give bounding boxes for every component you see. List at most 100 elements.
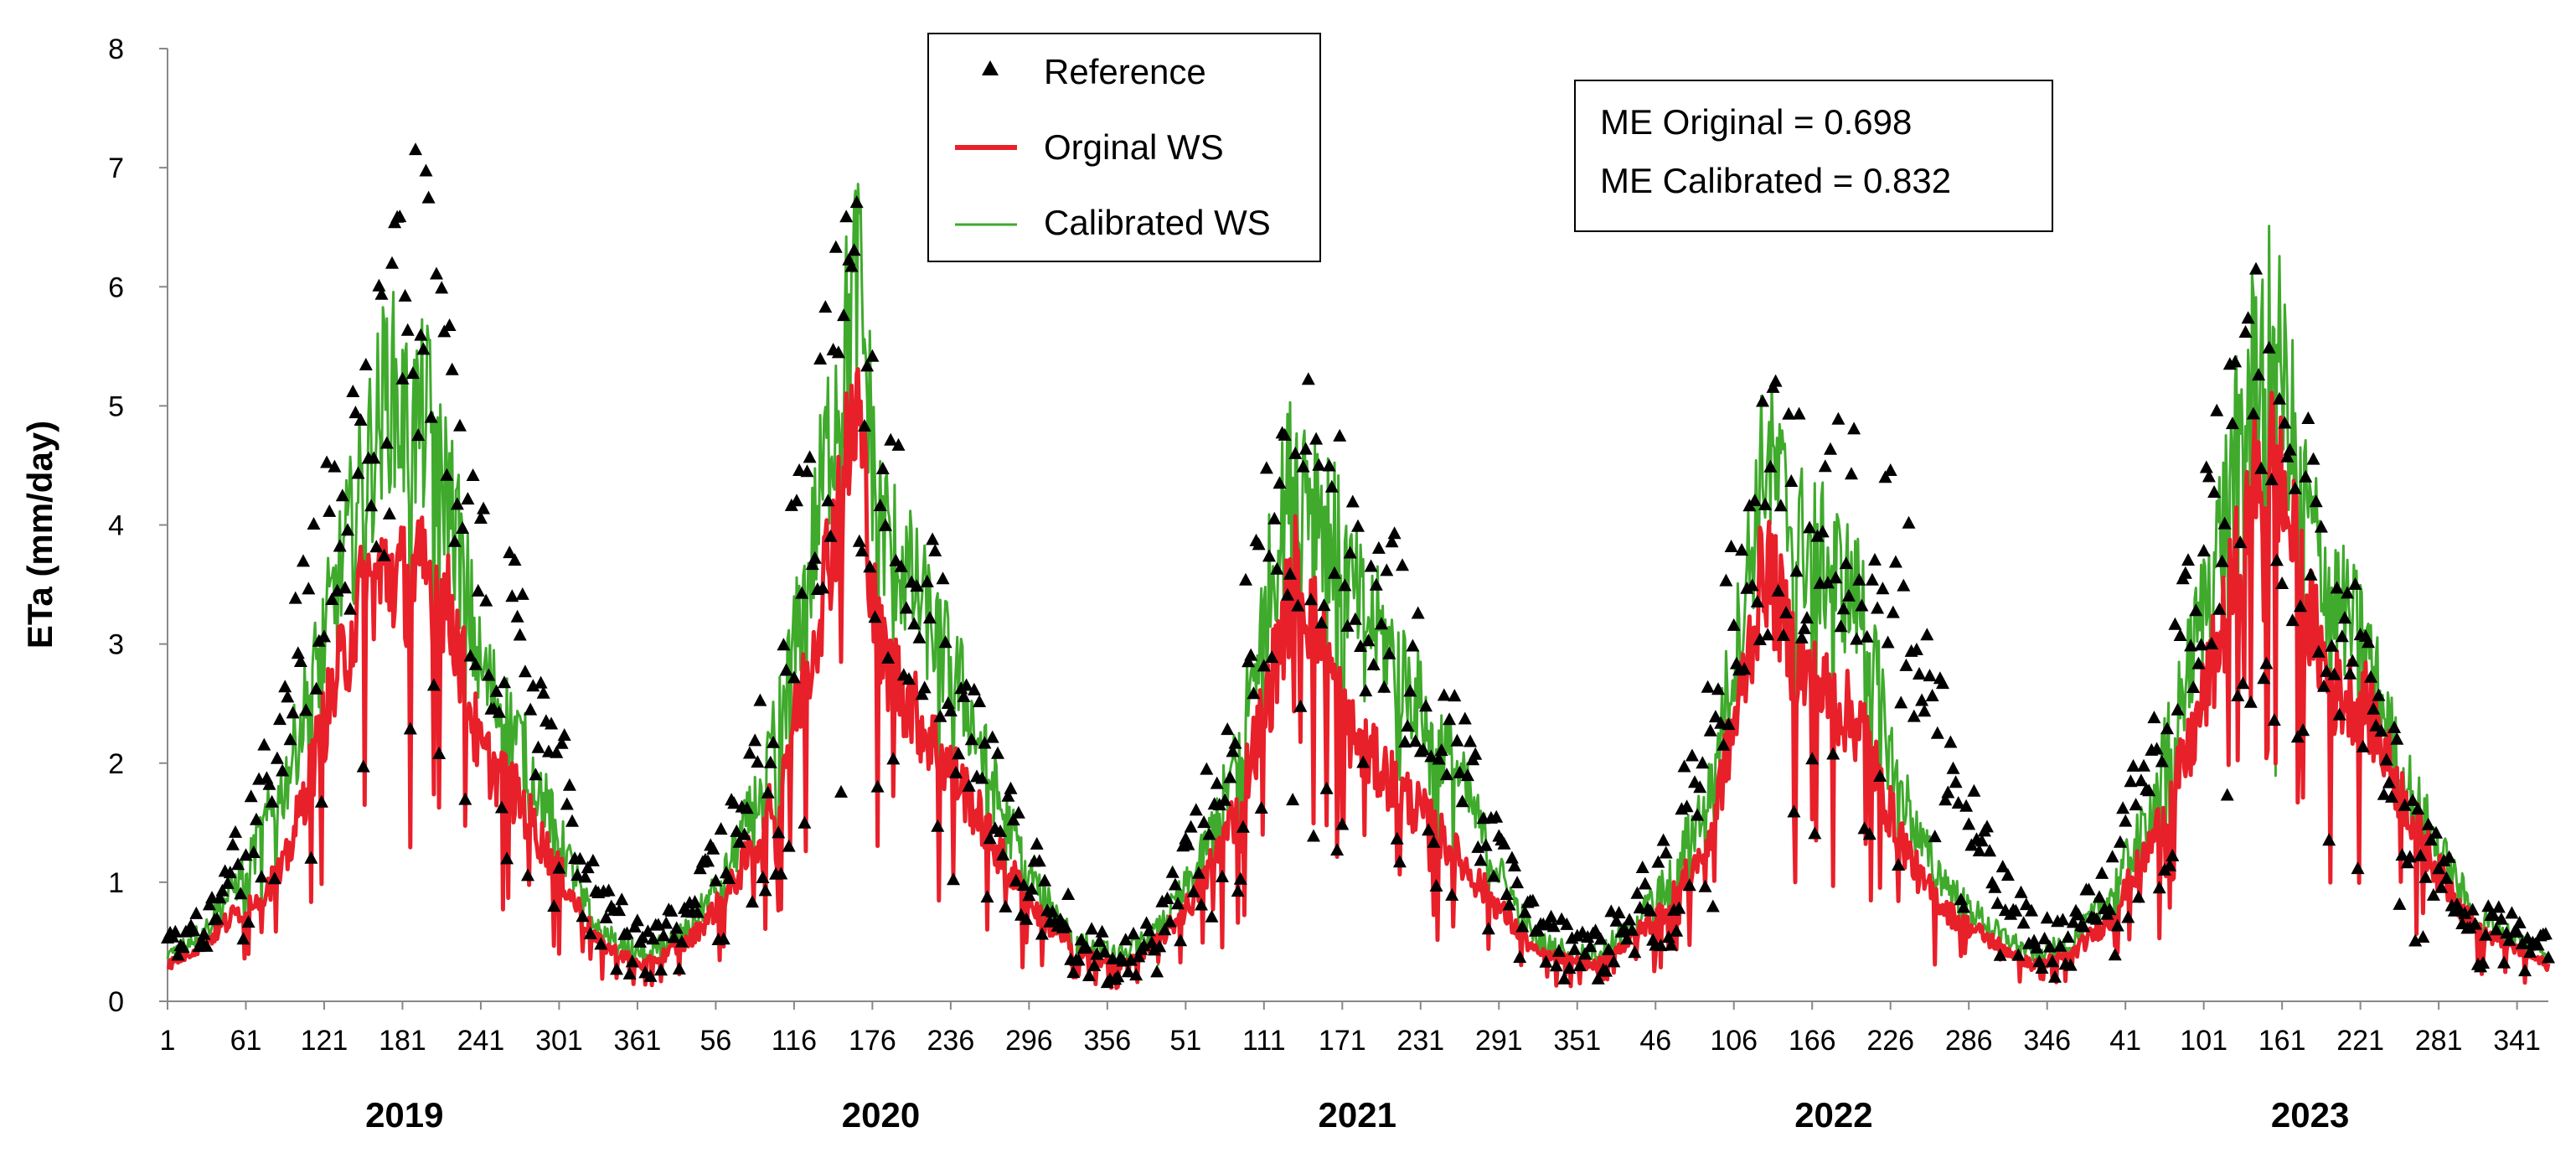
year-label: 2020 bbox=[842, 1095, 920, 1135]
reference-point bbox=[1972, 844, 1986, 856]
reference-point bbox=[1714, 716, 1728, 729]
reference-point bbox=[518, 664, 532, 678]
reference-point bbox=[1691, 808, 1705, 821]
reference-point bbox=[1708, 710, 1722, 723]
reference-point bbox=[1448, 689, 1462, 702]
reference-point bbox=[1913, 667, 1926, 680]
reference-point bbox=[818, 300, 833, 313]
reference-point bbox=[2518, 964, 2532, 977]
reference-point bbox=[2160, 721, 2174, 735]
reference-point bbox=[473, 511, 488, 524]
reference-point bbox=[547, 899, 561, 912]
y-ticks: 0 1 2 3 4 5 6 7 8 bbox=[108, 34, 168, 1018]
reference-point bbox=[1852, 572, 1866, 586]
reference-point bbox=[2212, 602, 2227, 615]
reference-point bbox=[1515, 919, 1530, 933]
reference-point bbox=[740, 801, 754, 814]
reference-point bbox=[643, 969, 658, 982]
reference-point bbox=[1651, 855, 1665, 868]
reference-point bbox=[1286, 793, 1300, 806]
reference-point bbox=[1424, 749, 1438, 763]
reference-point bbox=[2207, 485, 2222, 498]
reference-point bbox=[2332, 707, 2346, 721]
reference-point bbox=[1396, 558, 1409, 571]
reference-point bbox=[1061, 887, 1076, 900]
reference-series bbox=[161, 142, 2555, 989]
reference-point bbox=[1168, 877, 1182, 891]
reference-point bbox=[1656, 833, 1670, 846]
x-tick-label: 231 bbox=[1396, 1025, 1444, 1057]
reference-point bbox=[1382, 646, 1396, 659]
reference-point bbox=[244, 789, 258, 803]
reference-point bbox=[879, 518, 892, 531]
reference-point bbox=[1572, 959, 1587, 972]
reference-point bbox=[1894, 695, 1908, 709]
reference-point bbox=[534, 675, 548, 689]
reference-point bbox=[1216, 869, 1229, 882]
reference-point bbox=[610, 962, 623, 975]
reference-point bbox=[1403, 684, 1417, 697]
reference-point bbox=[693, 861, 707, 875]
reference-point bbox=[288, 591, 302, 604]
reference-point bbox=[641, 924, 655, 938]
reference-point bbox=[241, 915, 256, 928]
reference-point bbox=[664, 903, 679, 917]
x-tick-label: 106 bbox=[1710, 1025, 1758, 1057]
reference-point bbox=[1171, 897, 1185, 910]
reference-point bbox=[1993, 948, 2007, 961]
reference-point bbox=[2181, 553, 2195, 566]
reference-point bbox=[267, 871, 281, 885]
reference-point bbox=[1750, 594, 1764, 607]
reference-point bbox=[1380, 563, 1394, 576]
reference-point bbox=[964, 732, 978, 746]
reference-point bbox=[1408, 734, 1422, 747]
reference-point bbox=[505, 589, 519, 602]
reference-point bbox=[2269, 553, 2284, 566]
reference-point bbox=[907, 617, 921, 630]
reference-point bbox=[2406, 793, 2419, 806]
reference-point bbox=[763, 755, 777, 768]
reference-point bbox=[1314, 616, 1329, 628]
reference-point bbox=[2113, 835, 2127, 848]
reference-point bbox=[2173, 628, 2187, 641]
reference-point bbox=[2304, 567, 2318, 581]
reference-point bbox=[398, 288, 412, 302]
reference-point bbox=[957, 689, 971, 702]
reference-point bbox=[2025, 903, 2038, 917]
reference-point bbox=[435, 281, 449, 294]
reference-point bbox=[1897, 578, 1911, 592]
reference-point bbox=[2413, 848, 2428, 861]
legend-original-label: Orginal WS bbox=[1044, 127, 1224, 167]
reference-point bbox=[714, 822, 728, 835]
reference-point bbox=[215, 883, 230, 897]
reference-point bbox=[1324, 479, 1339, 493]
reference-point bbox=[2486, 908, 2501, 921]
reference-point bbox=[2220, 788, 2234, 801]
reference-point bbox=[2351, 861, 2365, 875]
reference-point bbox=[1815, 525, 1830, 538]
reference-point bbox=[341, 523, 354, 536]
reference-point bbox=[1824, 442, 1837, 455]
reference-point bbox=[1583, 939, 1598, 953]
reference-point bbox=[458, 792, 472, 805]
reference-point bbox=[1259, 461, 1273, 474]
reference-point bbox=[1941, 785, 1955, 799]
reference-point bbox=[210, 912, 225, 925]
reference-point bbox=[323, 504, 337, 517]
reference-point bbox=[2262, 340, 2276, 354]
reference-point bbox=[405, 366, 420, 380]
reference-point bbox=[2137, 758, 2150, 772]
reference-point bbox=[2186, 680, 2201, 693]
reference-point bbox=[293, 654, 307, 667]
reference-point bbox=[1888, 555, 1902, 568]
reference-point bbox=[2037, 931, 2052, 944]
reference-point bbox=[1453, 765, 1467, 778]
reference-point bbox=[792, 463, 807, 476]
reference-point bbox=[1703, 723, 1717, 737]
reference-point bbox=[2155, 754, 2169, 768]
reference-point bbox=[2424, 833, 2438, 846]
reference-point bbox=[1696, 756, 1710, 769]
reference-point bbox=[758, 883, 772, 897]
reference-point bbox=[2395, 848, 2409, 861]
x-tick-label: 221 bbox=[2336, 1025, 2384, 1057]
